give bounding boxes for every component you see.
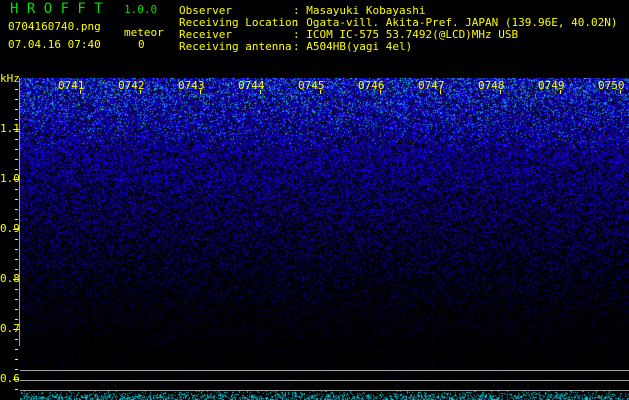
- y-tick: [15, 209, 18, 210]
- time-label: 0741: [58, 79, 85, 92]
- y-tick: [13, 129, 19, 130]
- y-tick-label: 1.1: [0, 122, 20, 135]
- filename: 0704160740.png: [8, 20, 101, 33]
- y-unit-label: kHz: [0, 72, 20, 85]
- observer-label: Observer: [179, 4, 232, 17]
- y-tick: [15, 349, 18, 350]
- y-tick: [15, 309, 18, 310]
- y-tick: [13, 279, 19, 280]
- y-tick-label: 0.7: [0, 322, 20, 335]
- location-value: : Ogata-vill. Akita-Pref. JAPAN (139.96E…: [293, 16, 618, 29]
- time-tick: [620, 90, 621, 94]
- time-tick: [380, 90, 381, 94]
- y-tick: [15, 169, 18, 170]
- y-tick: [15, 149, 18, 150]
- y-tick: [15, 139, 18, 140]
- y-tick: [15, 189, 18, 190]
- meteor-count: 0: [138, 38, 145, 51]
- receiver-label: Receiver: [179, 28, 232, 41]
- y-tick: [15, 249, 18, 250]
- y-tick: [15, 289, 18, 290]
- time-label: 0746: [358, 79, 385, 92]
- reference-line: [20, 380, 629, 381]
- time-tick: [200, 90, 201, 94]
- y-tick: [15, 119, 18, 120]
- y-tick: [15, 319, 18, 320]
- y-tick-label: 1.0: [0, 172, 20, 185]
- y-tick: [15, 159, 18, 160]
- y-tick: [13, 329, 19, 330]
- y-tick: [15, 299, 18, 300]
- y-axis-line: [19, 78, 20, 346]
- y-tick: [15, 389, 18, 390]
- time-label: 0744: [238, 79, 265, 92]
- y-tick-label: 0.6: [0, 372, 20, 385]
- time-tick: [440, 90, 441, 94]
- y-tick: [15, 369, 18, 370]
- receiver-value: : ICOM IC-575 53.7492(@LCD)MHz USB: [293, 28, 519, 41]
- antenna-label: Receiving antenna: [179, 40, 292, 53]
- y-tick: [13, 229, 19, 230]
- time-tick: [320, 90, 321, 94]
- time-label: 0743: [178, 79, 205, 92]
- datetime: 07.04.16 07:40: [8, 38, 101, 51]
- time-label: 0742: [118, 79, 145, 92]
- app-title: H R O F F T: [10, 1, 103, 17]
- y-tick: [15, 109, 18, 110]
- y-tick: [15, 219, 18, 220]
- time-tick: [140, 90, 141, 94]
- y-tick: [15, 359, 18, 360]
- y-tick-label: 0.8: [0, 272, 20, 285]
- y-tick: [15, 99, 18, 100]
- y-tick: [15, 239, 18, 240]
- time-label: 0747: [418, 79, 445, 92]
- reference-line: [20, 370, 629, 371]
- y-tick: [15, 269, 18, 270]
- y-tick: [15, 339, 18, 340]
- y-tick: [15, 259, 18, 260]
- time-tick: [500, 90, 501, 94]
- antenna-value: : A504HB(yagi 4el): [293, 40, 413, 53]
- time-tick: [80, 90, 81, 94]
- reference-line: [20, 390, 629, 391]
- time-label: 0745: [298, 79, 325, 92]
- y-tick: [13, 379, 19, 380]
- time-tick: [560, 90, 561, 94]
- y-tick-label: 0.9: [0, 222, 20, 235]
- spectrogram: [20, 78, 629, 400]
- location-label: Receiving Location: [179, 16, 299, 29]
- time-label: 0750: [598, 79, 625, 92]
- time-label: 0748: [478, 79, 505, 92]
- y-tick: [15, 199, 18, 200]
- y-tick: [13, 179, 19, 180]
- app-version: 1.0.0: [124, 3, 158, 16]
- observer-value: : Masayuki Kobayashi: [293, 4, 426, 17]
- y-tick: [15, 89, 18, 90]
- meteor-label: meteor: [124, 26, 164, 39]
- time-tick: [260, 90, 261, 94]
- time-label: 0749: [538, 79, 565, 92]
